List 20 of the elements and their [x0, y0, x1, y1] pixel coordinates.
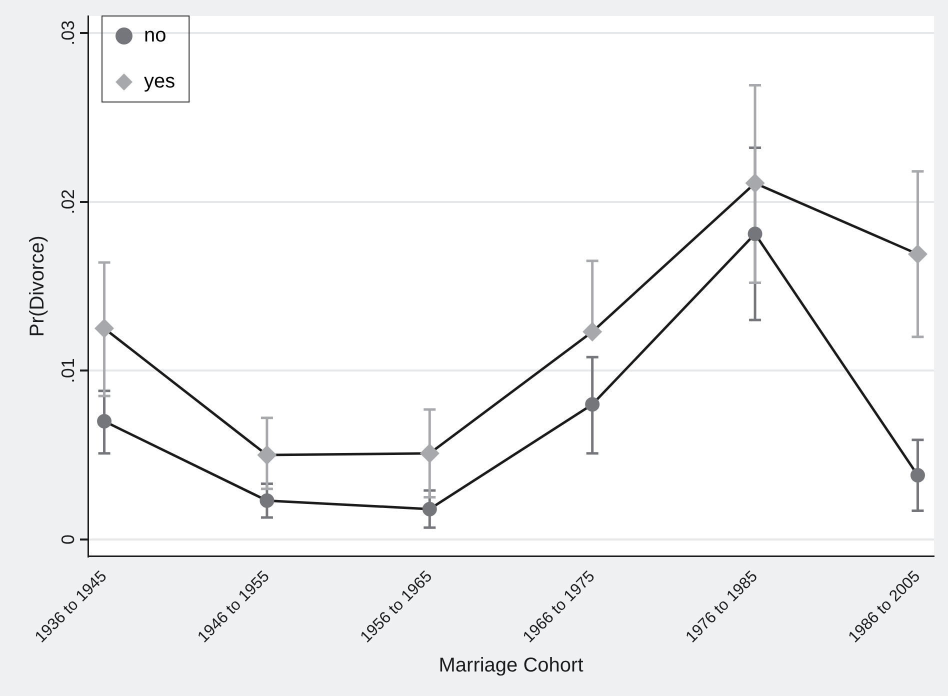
point	[420, 444, 439, 463]
point	[258, 446, 276, 464]
point	[910, 468, 925, 483]
point	[422, 502, 437, 516]
y-tick-label: .01	[58, 358, 78, 384]
point	[583, 322, 602, 342]
point	[908, 244, 927, 264]
point	[97, 414, 112, 429]
x-axis-title: Marriage Cohort	[438, 654, 584, 677]
point	[748, 226, 762, 242]
y-tick-label: 0	[58, 534, 78, 544]
legend-label: yes	[144, 70, 176, 93]
point	[585, 397, 600, 412]
y-axis-title: Pr(Divorce)	[26, 236, 49, 337]
point	[746, 174, 764, 192]
y-tick-label: .03	[58, 20, 78, 46]
point	[95, 319, 114, 338]
y-tick-label: .02	[58, 189, 78, 214]
point	[260, 493, 274, 508]
legend-label: no	[144, 24, 166, 47]
